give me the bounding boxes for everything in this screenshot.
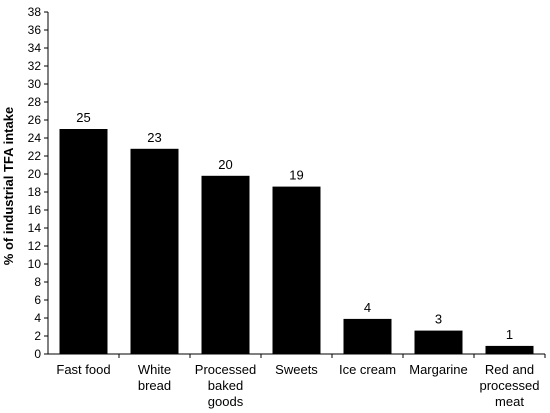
bar <box>272 186 321 354</box>
y-axis-label: % of industrial TFA intake <box>1 107 16 265</box>
y-tick-label: 0 <box>34 347 41 361</box>
y-tick-label: 20 <box>28 167 42 181</box>
y-tick-label: 4 <box>34 311 41 325</box>
category-label: Ice cream <box>339 362 396 377</box>
y-tick-label: 22 <box>28 149 42 163</box>
data-label: 25 <box>76 110 90 125</box>
bar <box>130 148 179 354</box>
y-tick-label: 14 <box>28 221 42 235</box>
y-tick-label: 10 <box>28 257 42 271</box>
y-tick-label: 30 <box>28 77 42 91</box>
category-label: Processed baked goods <box>195 362 256 409</box>
y-tick-label: 34 <box>28 41 42 55</box>
y-tick-label: 24 <box>28 131 42 145</box>
y-tick-label: 16 <box>28 203 42 217</box>
data-label: 4 <box>364 300 371 315</box>
bar <box>414 330 463 354</box>
y-tick-label: 28 <box>28 95 42 109</box>
data-label: 19 <box>289 168 303 183</box>
y-tick-label: 38 <box>28 5 42 19</box>
category-label: Sweets <box>275 362 318 377</box>
labels: 25 Fast food 23 White bread 20 Processed baked g… <box>56 110 539 409</box>
y-tick-label: 36 <box>28 23 42 37</box>
y-tick-label: 12 <box>28 239 42 253</box>
y-tick-label: 26 <box>28 113 42 127</box>
data-label: 23 <box>147 130 161 145</box>
bars <box>59 129 534 354</box>
category-label: Margarine <box>409 362 468 377</box>
category-label: Red and processed meat <box>480 362 540 409</box>
y-tick-label: 8 <box>34 275 41 289</box>
category-label: White bread <box>138 362 171 393</box>
bar <box>343 318 392 354</box>
y-tick-label: 18 <box>28 185 42 199</box>
bar <box>201 175 250 354</box>
y-tick-label: 2 <box>34 329 41 343</box>
data-label: 1 <box>506 327 513 342</box>
category-label: Fast food <box>56 362 110 377</box>
bar <box>485 345 534 354</box>
bar <box>59 129 108 354</box>
y-tick-label: 6 <box>34 293 41 307</box>
data-label: 20 <box>218 157 232 172</box>
y-tick-label: 32 <box>28 59 42 73</box>
data-label: 3 <box>435 312 442 327</box>
